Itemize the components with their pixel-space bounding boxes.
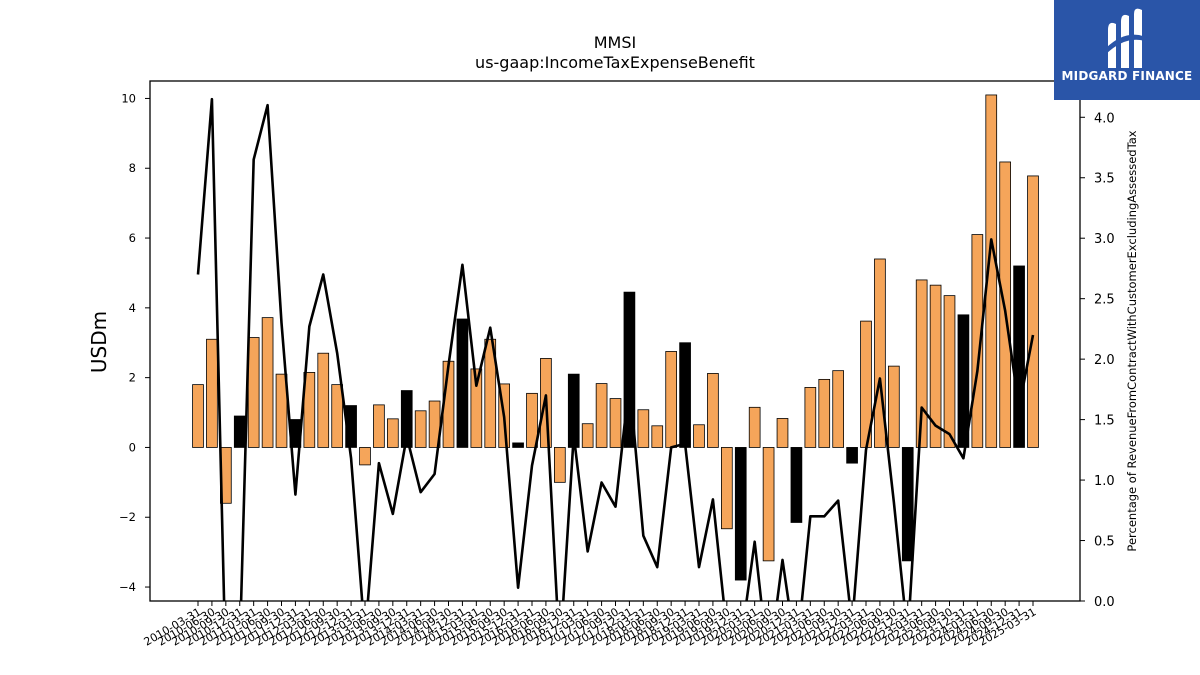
bar: [679, 342, 691, 448]
y2-tick-label: 1.0: [1094, 474, 1115, 489]
bar: [609, 398, 622, 448]
bar: [512, 442, 524, 448]
bar: [888, 365, 900, 448]
plot-area: −4−202468100.00.51.01.52.02.53.03.54.020…: [119, 80, 1115, 649]
bar: [1013, 265, 1025, 448]
y2-tick-label: 2.5: [1094, 293, 1115, 308]
bar: [693, 424, 705, 448]
bar: [387, 418, 399, 448]
bar: [734, 447, 747, 581]
bar: [554, 447, 566, 483]
bar: [206, 338, 218, 448]
bar: [776, 418, 789, 448]
bar: [359, 447, 371, 466]
bar: [665, 351, 677, 448]
y-axis-label: USDm: [87, 311, 111, 373]
midgard-logo-icon: [1106, 8, 1148, 69]
bar: [275, 373, 288, 448]
bar: [595, 383, 608, 448]
bar-series: [192, 94, 1039, 581]
y2-tick-label: 3.0: [1094, 232, 1115, 247]
bar: [818, 378, 831, 448]
bar: [721, 447, 733, 530]
bar: [414, 410, 427, 448]
bar: [581, 423, 594, 448]
brand-logo: MIDGARD FINANCE: [1054, 0, 1200, 100]
bar: [484, 338, 497, 448]
y2-axis-label: Percentage of RevenueFromContractWithCus…: [1125, 130, 1139, 551]
bar: [832, 370, 844, 448]
y2-tick-label: 0.0: [1094, 595, 1115, 610]
y2-tick-label: 0.5: [1094, 535, 1115, 550]
y-tick-label: 8: [129, 161, 136, 175]
bar: [303, 372, 316, 448]
bar: [526, 392, 538, 448]
bar: [470, 368, 483, 448]
chart-title: MMSI: [594, 33, 636, 52]
bar: [748, 406, 761, 448]
y-tick-label: 0: [129, 440, 136, 454]
bar: [331, 384, 343, 448]
bar: [317, 352, 330, 448]
bar: [943, 295, 956, 448]
y-tick-label: −4: [119, 580, 136, 594]
bar: [762, 447, 775, 562]
bar: [637, 409, 650, 448]
y2-tick-label: 4.0: [1094, 111, 1115, 126]
y-tick-label: 2: [129, 371, 136, 385]
bar: [373, 404, 385, 448]
bar: [651, 425, 664, 448]
line-series-group: [196, 97, 1035, 601]
bar: [1027, 175, 1039, 448]
bar: [901, 447, 914, 562]
y-tick-label: 4: [129, 301, 136, 315]
bar: [261, 317, 274, 448]
chart-subtitle: us-gaap:IncomeTaxExpenseBenefit: [475, 53, 755, 72]
bar: [192, 384, 204, 448]
y2-tick-label: 2.0: [1094, 353, 1115, 368]
bar: [233, 415, 246, 448]
y2-tick-label: 3.5: [1094, 172, 1115, 187]
bar: [623, 291, 636, 448]
bar: [804, 387, 817, 448]
bar: [929, 284, 942, 448]
bar: [707, 373, 719, 448]
bar: [790, 447, 803, 523]
bar: [957, 314, 970, 448]
bar: [971, 234, 984, 448]
brand-logo-text: MIDGARD FINANCE: [1061, 69, 1193, 83]
y2-tick-label: 1.5: [1094, 414, 1115, 429]
bar: [400, 390, 413, 448]
bar: [874, 258, 886, 448]
y-tick-label: 10: [121, 91, 136, 105]
bar: [456, 318, 469, 448]
y-tick-label: 6: [129, 231, 136, 245]
y-tick-label: −2: [119, 510, 136, 524]
bar: [247, 337, 260, 448]
bar: [846, 447, 858, 464]
bar: [915, 279, 928, 448]
